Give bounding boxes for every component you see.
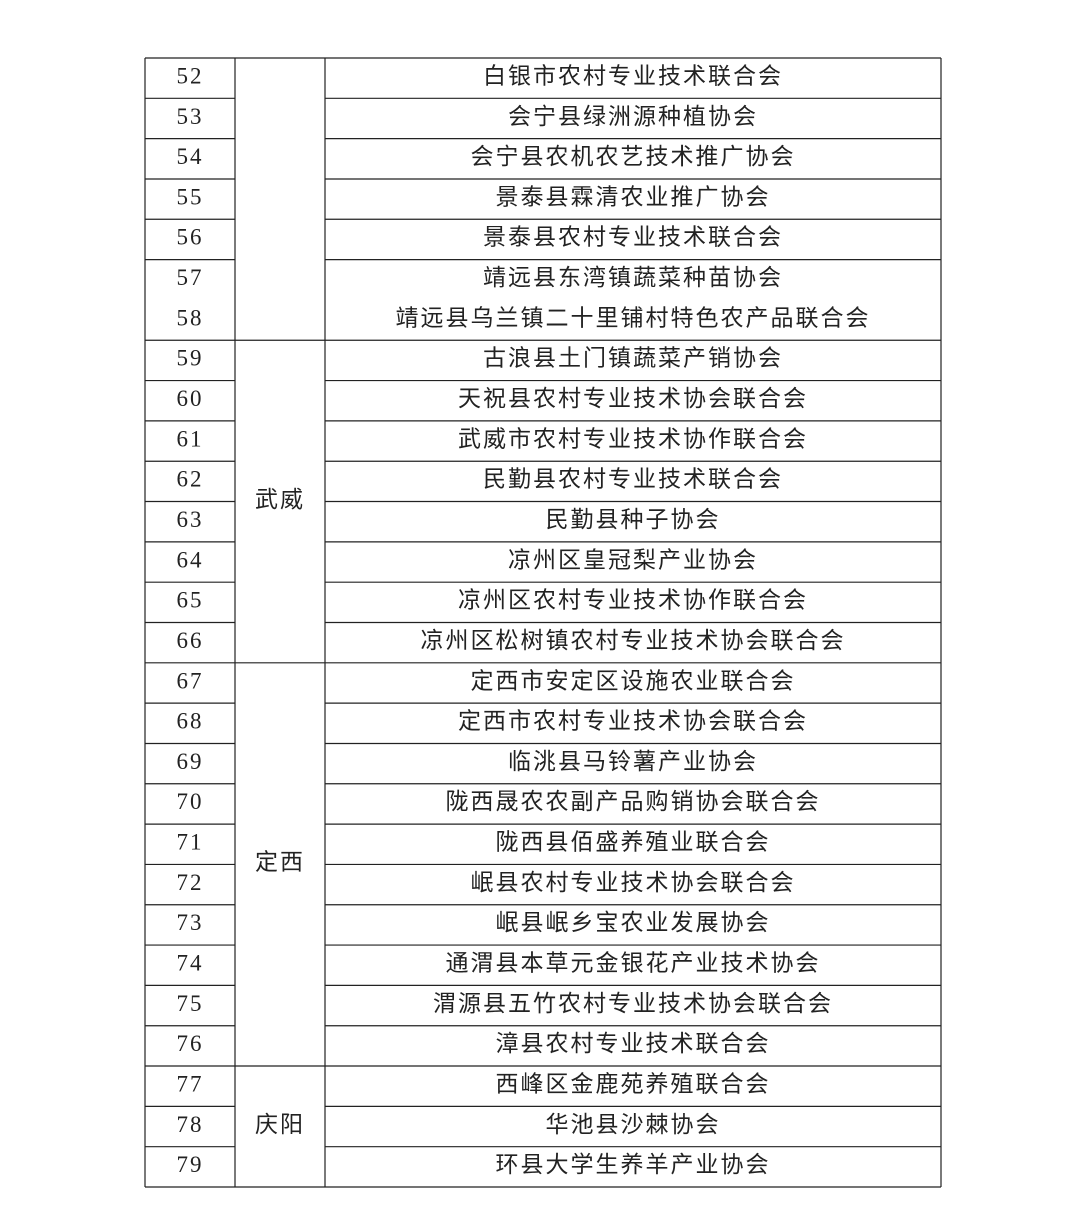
association-name: 凉州区松树镇农村专业技术协会联合会	[421, 628, 846, 653]
row-number: 54	[177, 144, 204, 169]
association-name: 陇西晟农农副产品购销协会联合会	[446, 789, 821, 814]
region: 庆阳	[255, 1112, 305, 1137]
row-number: 69	[177, 749, 204, 774]
row-number: 66	[177, 628, 204, 653]
row-number: 74	[177, 951, 204, 976]
association-name: 定西市安定区设施农业联合会	[471, 668, 796, 693]
row-number: 53	[177, 104, 204, 129]
association-name: 天祝县农村专业技术协会联合会	[458, 386, 808, 411]
association-name: 靖远县乌兰镇二十里铺村特色农产品联合会	[396, 305, 871, 330]
row-number: 59	[177, 346, 204, 371]
row-number: 68	[177, 709, 204, 734]
row-number: 79	[177, 1152, 204, 1177]
row-number: 57	[177, 265, 204, 290]
row-number: 71	[177, 830, 204, 855]
association-name: 武威市农村专业技术协作联合会	[458, 426, 808, 451]
association-name: 会宁县农机农艺技术推广协会	[471, 144, 796, 169]
row-number: 64	[177, 547, 204, 572]
association-name: 通渭县本草元金银花产业技术协会	[446, 951, 821, 976]
region: 武威	[255, 487, 305, 512]
row-number: 72	[177, 870, 204, 895]
association-name: 凉州区农村专业技术协作联合会	[458, 588, 808, 613]
association-name: 岷县岷乡宝农业发展协会	[496, 910, 771, 935]
association-name: 白银市农村专业技术联合会	[483, 63, 783, 88]
row-number: 65	[177, 588, 204, 613]
association-name: 定西市农村专业技术协会联合会	[458, 709, 808, 734]
association-name: 华池县沙棘协会	[546, 1112, 721, 1137]
row-number: 70	[177, 789, 204, 814]
row-number: 56	[177, 225, 204, 250]
row-number: 63	[177, 507, 204, 532]
row-number: 52	[177, 63, 204, 88]
row-number: 77	[177, 1071, 204, 1096]
row-number: 61	[177, 426, 204, 451]
association-name: 陇西县佰盛养殖业联合会	[496, 830, 771, 855]
row-number: 75	[177, 991, 204, 1016]
row-number: 78	[177, 1112, 204, 1137]
association-name: 靖远县东湾镇蔬菜种苗协会	[483, 265, 783, 290]
association-name: 民勤县农村专业技术联合会	[483, 467, 783, 492]
association-name: 环县大学生养羊产业协会	[496, 1152, 771, 1177]
association-name: 民勤县种子协会	[546, 507, 721, 532]
row-number: 73	[177, 910, 204, 935]
row-number: 60	[177, 386, 204, 411]
row-number: 76	[177, 1031, 204, 1056]
association-name: 西峰区金鹿苑养殖联合会	[496, 1071, 771, 1096]
association-name: 景泰县农村专业技术联合会	[483, 225, 783, 250]
association-name: 凉州区皇冠梨产业协会	[508, 547, 758, 572]
association-name: 景泰县霖清农业推广协会	[496, 184, 771, 209]
row-number: 67	[177, 668, 204, 693]
region: 定西	[255, 850, 305, 875]
association-name: 会宁县绿洲源种植协会	[508, 104, 758, 129]
row-number: 62	[177, 467, 204, 492]
association-name: 渭源县五竹农村专业技术协会联合会	[433, 991, 833, 1016]
row-number: 55	[177, 184, 204, 209]
row-number: 58	[177, 305, 204, 330]
association-name: 古浪县土门镇蔬菜产销协会	[483, 346, 783, 371]
association-name: 漳县农村专业技术联合会	[496, 1031, 771, 1056]
association-name: 临洮县马铃薯产业协会	[508, 749, 758, 774]
association-name: 岷县农村专业技术协会联合会	[471, 870, 796, 895]
